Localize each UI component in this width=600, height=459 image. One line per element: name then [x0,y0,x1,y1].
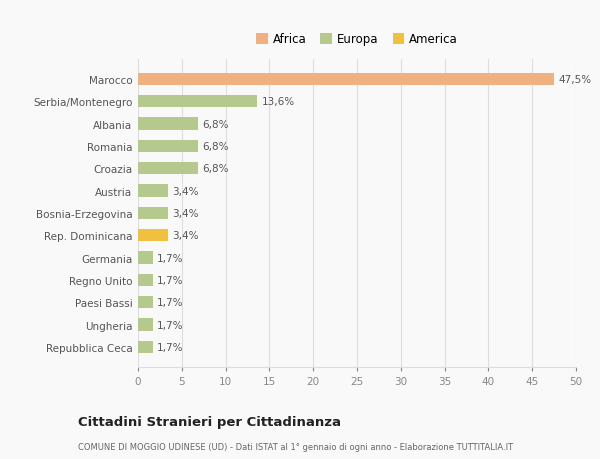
Bar [138,341,153,353]
Text: 3,4%: 3,4% [172,231,199,241]
Bar [138,319,153,331]
Text: Cittadini Stranieri per Cittadinanza: Cittadini Stranieri per Cittadinanza [78,415,341,428]
Text: 13,6%: 13,6% [262,97,295,107]
Legend: Africa, Europa, America: Africa, Europa, America [251,28,463,51]
Bar [138,207,168,219]
Text: 6,8%: 6,8% [202,142,229,151]
Text: 3,4%: 3,4% [172,208,199,218]
Text: 47,5%: 47,5% [559,75,592,85]
Bar [138,73,554,86]
Text: 6,8%: 6,8% [202,164,229,174]
Text: COMUNE DI MOGGIO UDINESE (UD) - Dati ISTAT al 1° gennaio di ogni anno - Elaboraz: COMUNE DI MOGGIO UDINESE (UD) - Dati IST… [78,442,513,451]
Bar [138,163,197,175]
Bar [138,140,197,153]
Bar [138,297,153,308]
Text: 3,4%: 3,4% [172,186,199,196]
Bar [138,252,153,264]
Text: 1,7%: 1,7% [157,253,184,263]
Bar [138,230,168,242]
Bar [138,185,168,197]
Text: 6,8%: 6,8% [202,119,229,129]
Text: 1,7%: 1,7% [157,320,184,330]
Text: 1,7%: 1,7% [157,275,184,285]
Bar [138,118,197,130]
Bar [138,274,153,286]
Text: 1,7%: 1,7% [157,342,184,352]
Bar [138,96,257,108]
Text: 1,7%: 1,7% [157,297,184,308]
